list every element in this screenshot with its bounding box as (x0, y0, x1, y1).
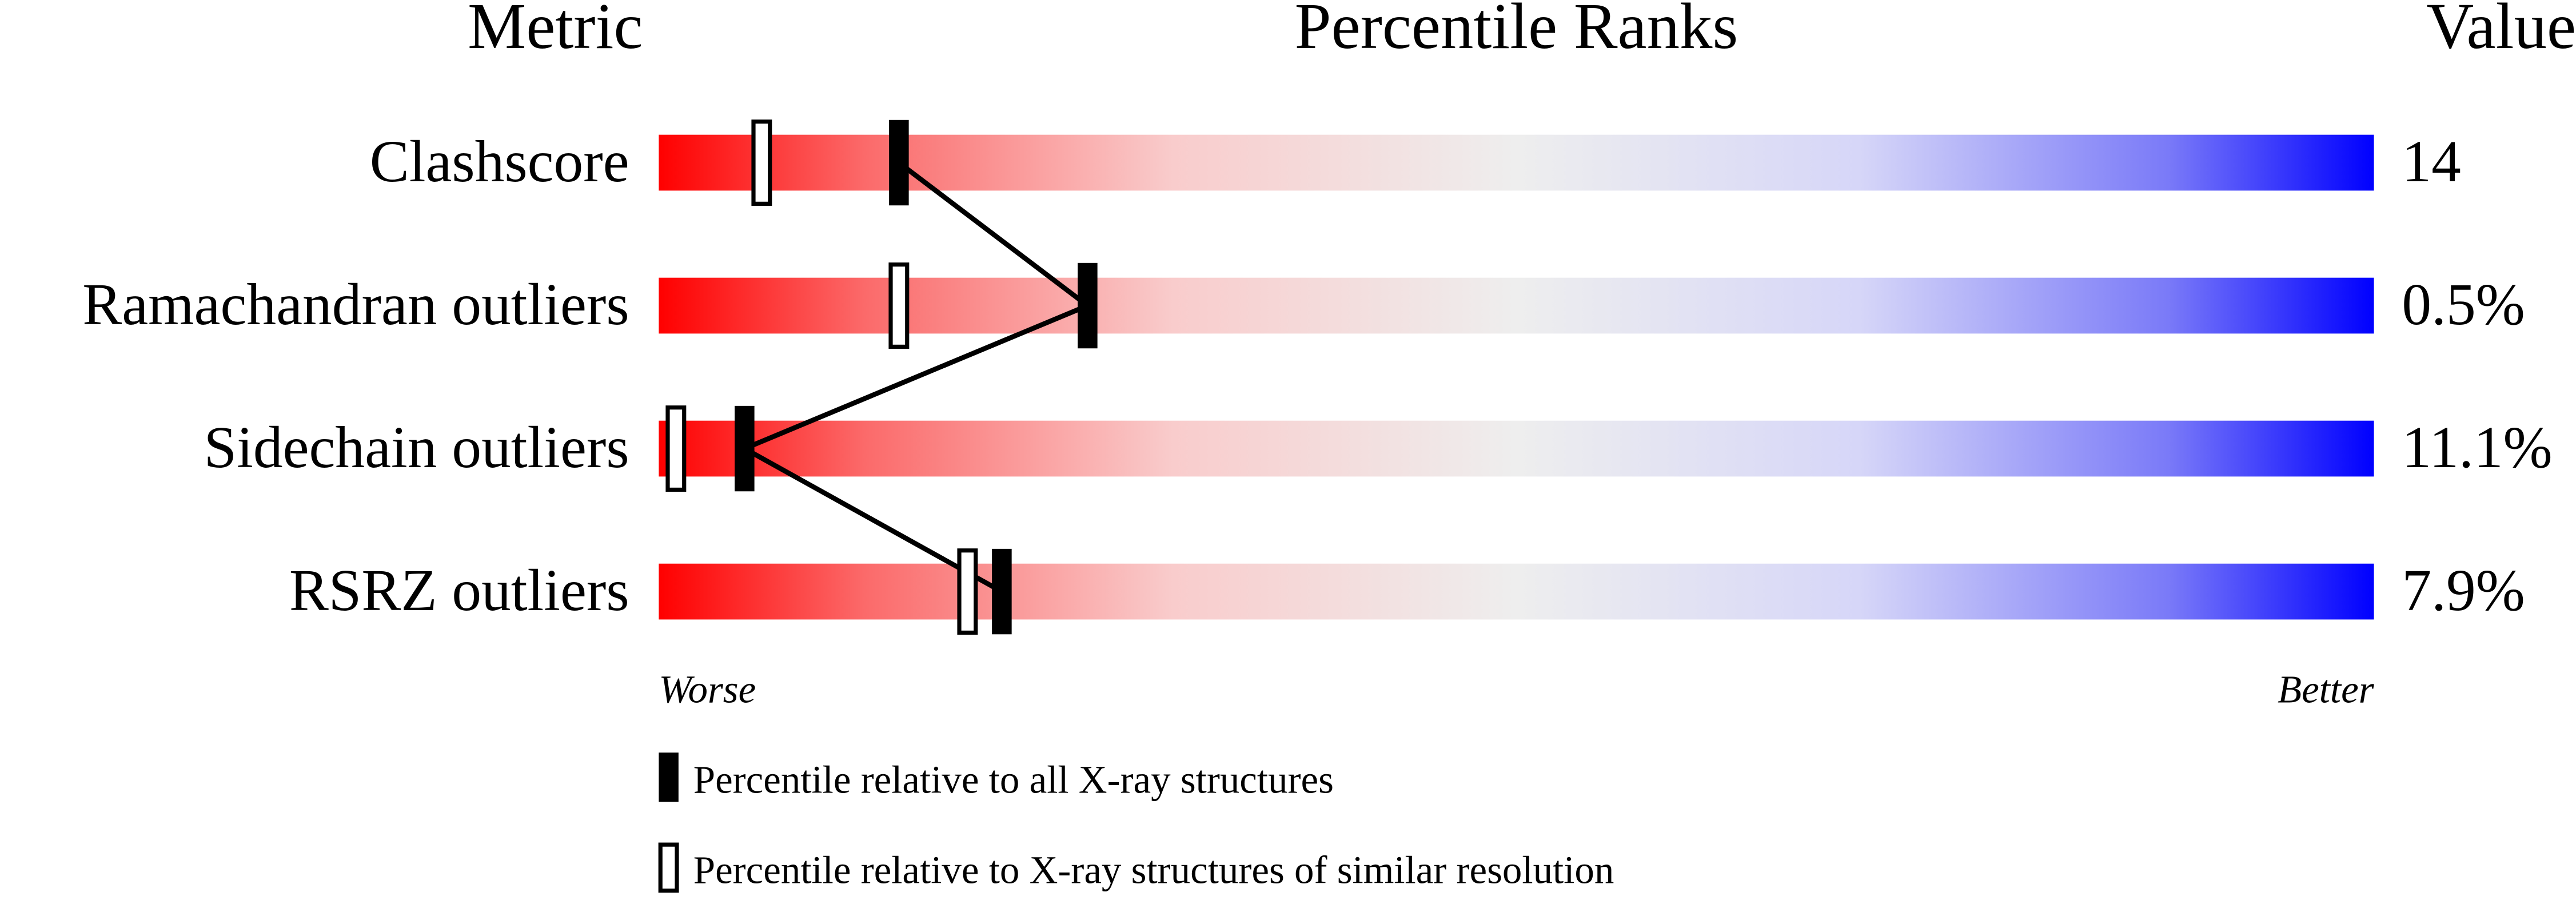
percentile-bar (659, 134, 2374, 191)
metric-name: Sidechain outliers (204, 415, 629, 480)
metric-value: 0.5% (2402, 272, 2525, 337)
column-title: Value (2426, 0, 2576, 62)
metric-name: Clashscore (370, 129, 629, 194)
similar-resolution-marker (665, 405, 687, 492)
axis-end-label: Worse (659, 668, 756, 711)
metric-value: 11.1% (2402, 415, 2552, 480)
column-title: Metric (468, 0, 643, 62)
all-structures-marker (889, 120, 909, 206)
all-structures-marker (735, 405, 755, 492)
percentile-bar (659, 420, 2374, 477)
all-structures-marker (1078, 262, 1098, 349)
legend-swatch (658, 842, 679, 893)
metric-name: RSRZ outliers (289, 558, 629, 623)
all-structures-marker (992, 548, 1012, 635)
similar-resolution-marker (957, 548, 978, 635)
rank-connector (739, 161, 1092, 594)
legend-label: Percentile relative to all X-ray structu… (693, 758, 1334, 802)
similar-resolution-marker (751, 120, 772, 206)
metric-value: 14 (2402, 129, 2461, 194)
legend-label: Percentile relative to X-ray structures … (693, 849, 1614, 892)
percentile-bar (659, 563, 2374, 620)
column-title: Percentile Ranks (1295, 0, 1738, 62)
percentile-bar (659, 277, 2374, 334)
metric-name: Ramachandran outliers (82, 272, 629, 337)
legend-swatch (659, 752, 679, 802)
similar-resolution-marker (888, 262, 910, 349)
axis-end-label: Better (2278, 668, 2375, 711)
metric-value: 7.9% (2402, 558, 2525, 623)
